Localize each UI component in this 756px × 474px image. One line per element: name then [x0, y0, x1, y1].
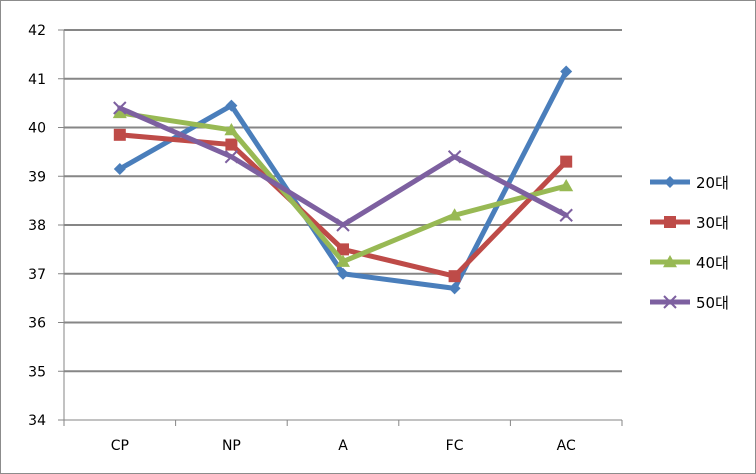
data-point-3-cp: [112, 105, 127, 119]
data-point-4-np: [224, 150, 239, 164]
y-tick-label: 36: [28, 316, 46, 332]
legend-marker-4-stroke-b: [663, 295, 677, 309]
legend-marker-1: [664, 176, 676, 188]
legend-label-1: 20대: [696, 174, 729, 192]
y-tick-label: 35: [28, 364, 46, 380]
x-tick-label-cp: CP: [111, 438, 129, 454]
data-point-4-ac-stroke-b: [559, 208, 573, 222]
x-tick-label-ac: AC: [557, 438, 576, 454]
data-point-1-np: [225, 99, 238, 112]
data-point-1-ac: [560, 65, 573, 78]
gridlines: [64, 29, 622, 373]
y-tick-label: 38: [28, 218, 46, 234]
legend-marker-2: [664, 216, 676, 228]
data-point-2-np: [225, 138, 238, 151]
y-tick-label: 40: [28, 121, 46, 137]
legend-marker-4: [663, 295, 677, 309]
data-point-4-np-stroke-b: [224, 150, 239, 164]
data-point-1-fc: [448, 282, 461, 295]
data-point-3-ac: [559, 179, 574, 192]
legend-label-3: 40대: [696, 254, 729, 272]
data-point-3-fc: [447, 208, 462, 221]
data-point-3-np: [224, 122, 239, 136]
data-point-2-ac: [560, 155, 573, 168]
data-point-4-a: [336, 218, 350, 232]
series-group: [112, 65, 574, 295]
data-point-4-cp-stroke-b: [113, 101, 127, 115]
data-point-2-a: [337, 243, 349, 256]
x-tick-label-a: A: [338, 438, 348, 454]
data-point-4-fc-stroke-b: [447, 150, 462, 164]
y-tick-label: 34: [28, 413, 46, 429]
y-tick-label: 42: [28, 23, 46, 39]
x-tick-labels: CP NP A FC AC: [111, 438, 576, 454]
data-point-4-a-stroke-b: [336, 218, 350, 232]
legend-label-2: 30대: [696, 214, 729, 232]
y-tick-label: 39: [28, 169, 46, 185]
legend: 20대 30대 40대 50대: [650, 174, 729, 312]
data-point-2-fc: [448, 270, 461, 283]
legend-label-4: 50대: [696, 294, 729, 312]
x-tick-label-np: NP: [222, 438, 241, 454]
axes: [58, 29, 623, 426]
data-point-1-cp: [113, 162, 126, 175]
y-tick-label: 41: [28, 72, 46, 88]
y-tick-labels: 34 35 36 37 38 39 40 41 42: [28, 23, 46, 429]
x-tick-label-fc: FC: [446, 438, 464, 454]
data-point-3-a: [336, 254, 350, 267]
legend-marker-3: [663, 255, 677, 268]
data-point-4-fc: [447, 150, 462, 164]
data-point-1-a: [337, 267, 349, 280]
data-point-4-ac: [559, 208, 573, 222]
data-point-4-cp: [113, 101, 127, 115]
y-tick-label: 37: [28, 267, 46, 283]
data-point-2-cp: [113, 128, 126, 141]
